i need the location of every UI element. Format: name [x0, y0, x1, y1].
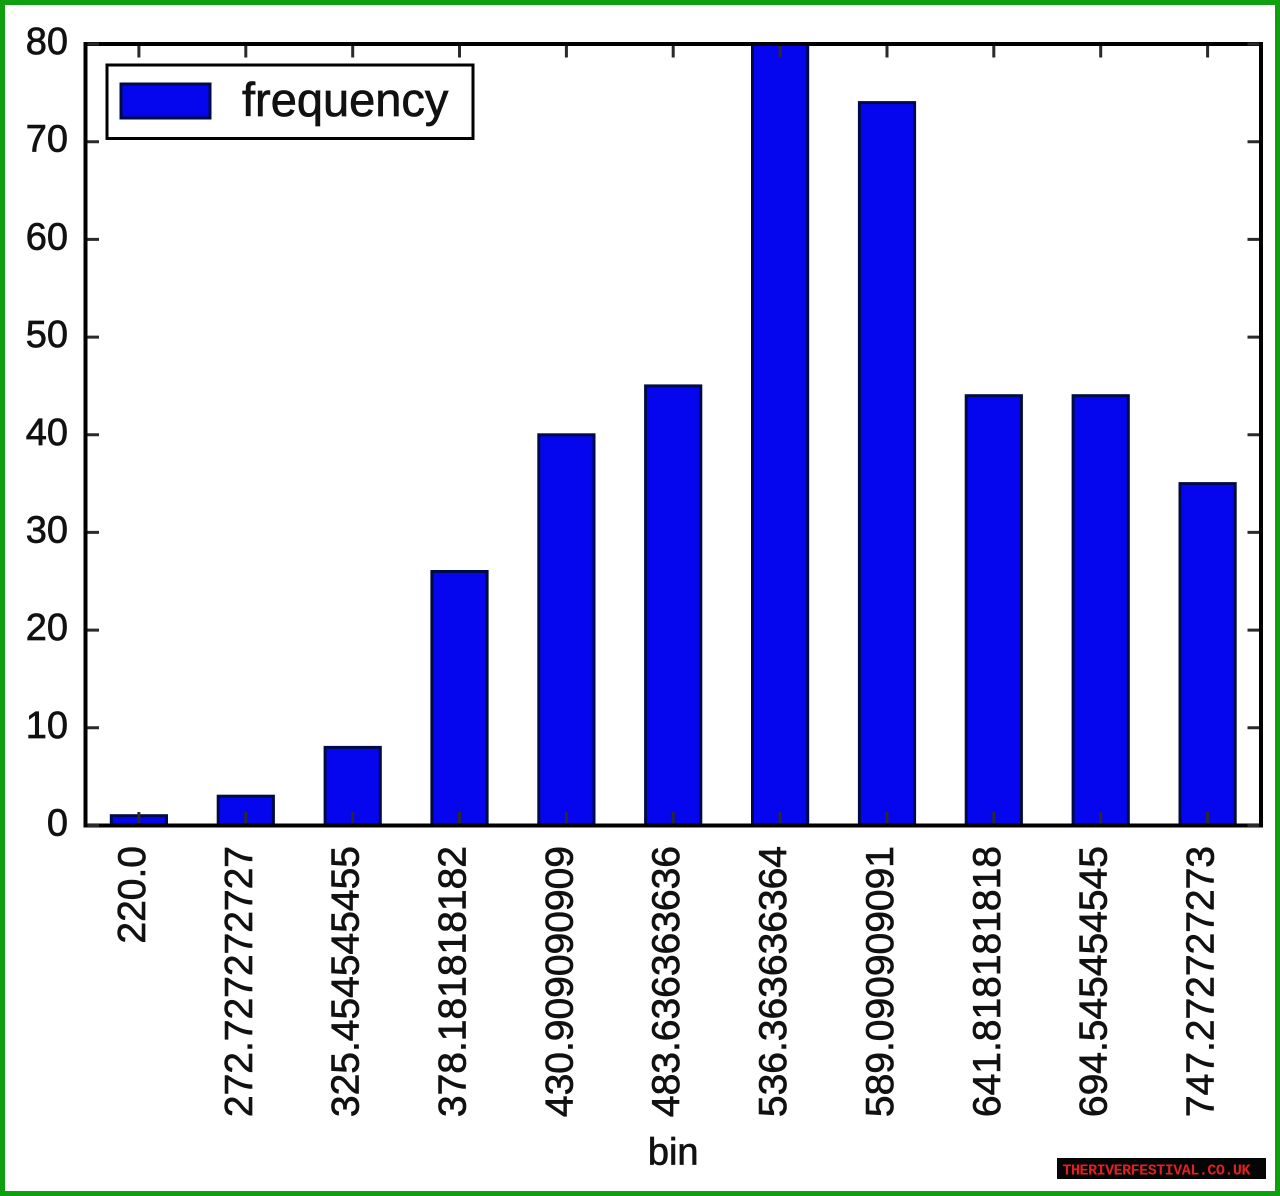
svg-text:378.181818182: 378.181818182	[432, 846, 475, 1117]
svg-text:10: 10	[26, 705, 68, 747]
svg-text:70: 70	[26, 119, 68, 161]
svg-text:80: 80	[26, 21, 68, 63]
svg-text:THERIVERFESTIVAL.CO.UK: THERIVERFESTIVAL.CO.UK	[1063, 1163, 1251, 1180]
svg-text:40: 40	[26, 412, 68, 454]
svg-text:483.636363636: 483.636363636	[645, 846, 688, 1117]
svg-text:frequency: frequency	[242, 73, 449, 126]
svg-text:641.818181818: 641.818181818	[966, 846, 1009, 1117]
svg-text:220.0: 220.0	[111, 846, 154, 944]
svg-text:747.272727273: 747.272727273	[1180, 846, 1223, 1117]
svg-text:30: 30	[26, 509, 68, 551]
svg-text:0: 0	[47, 803, 68, 845]
svg-text:20: 20	[26, 607, 68, 649]
svg-text:536.363636364: 536.363636364	[752, 846, 795, 1117]
svg-text:50: 50	[26, 314, 68, 356]
svg-text:325.454545455: 325.454545455	[325, 846, 368, 1117]
svg-text:694.545454545: 694.545454545	[1073, 846, 1116, 1117]
svg-text:589.090909091: 589.090909091	[859, 846, 902, 1117]
svg-text:60: 60	[26, 216, 68, 258]
svg-text:430.909090909: 430.909090909	[538, 846, 581, 1117]
svg-text:272.727272727: 272.727272727	[218, 846, 261, 1117]
svg-text:bin: bin	[648, 1132, 699, 1174]
